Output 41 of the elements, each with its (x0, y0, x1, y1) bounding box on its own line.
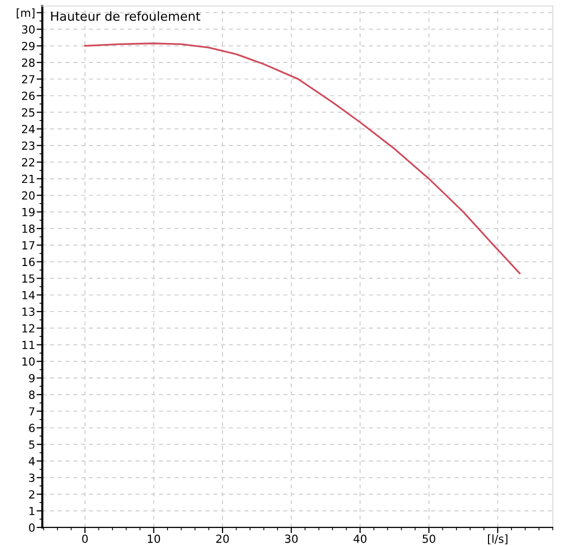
y-tick-label: 24 (22, 124, 35, 134)
y-tick-label: 3 (29, 474, 34, 482)
y-tick-label: 20 (22, 191, 35, 200)
x-tick-label: 20 (216, 534, 229, 543)
y-tick-label: 28 (22, 58, 35, 67)
y-tick-label: 22 (22, 158, 34, 166)
y-tick-label: 18 (22, 224, 35, 233)
y-tick-label: 8 (29, 390, 35, 399)
x-tick-label: 0 (82, 534, 88, 543)
chart-title: Hauteur de refoulement (51, 11, 200, 21)
y-tick-label: 4 (28, 457, 35, 466)
y-tick-label: 6 (29, 424, 35, 432)
y-tick-label: 1 (30, 506, 34, 516)
x-tick-label: 30 (285, 534, 298, 543)
y-tick-label: 19 (22, 208, 35, 216)
y-tick-label: 12 (22, 324, 34, 332)
y-tick-label: [m] (16, 8, 34, 18)
x-tick-label: 40 (354, 534, 366, 543)
y-tick-label: 7 (29, 407, 34, 416)
y-tick-label: 14 (22, 291, 35, 300)
y-tick-label: 0 (29, 523, 35, 532)
line-series (84, 42, 521, 274)
y-tick-label: 9 (28, 374, 35, 382)
x-tick-label: 10 (148, 534, 160, 543)
y-tick-label: 23 (22, 141, 34, 150)
y-tick-label: 10 (22, 357, 35, 366)
y-tick-label: 15 (22, 274, 34, 283)
y-tick-label: 29 (22, 42, 35, 50)
y-tick-label: 27 (22, 75, 34, 84)
y-tick-label: 5 (29, 440, 34, 449)
y-tick-label: 21 (22, 174, 34, 183)
y-tick-label: 30 (22, 25, 35, 34)
y-tick-label: 25 (22, 108, 34, 117)
y-tick-label: 16 (22, 258, 35, 266)
y-tick-label: 17 (22, 241, 34, 250)
x-tick-label: [l/s] (488, 534, 508, 544)
x-tick-label: 50 (422, 534, 436, 543)
y-tick-label: 13 (22, 308, 34, 316)
y-tick-label: 26 (22, 92, 35, 100)
y-tick-label: 11 (22, 340, 34, 349)
y-tick-label: 2 (29, 490, 34, 498)
